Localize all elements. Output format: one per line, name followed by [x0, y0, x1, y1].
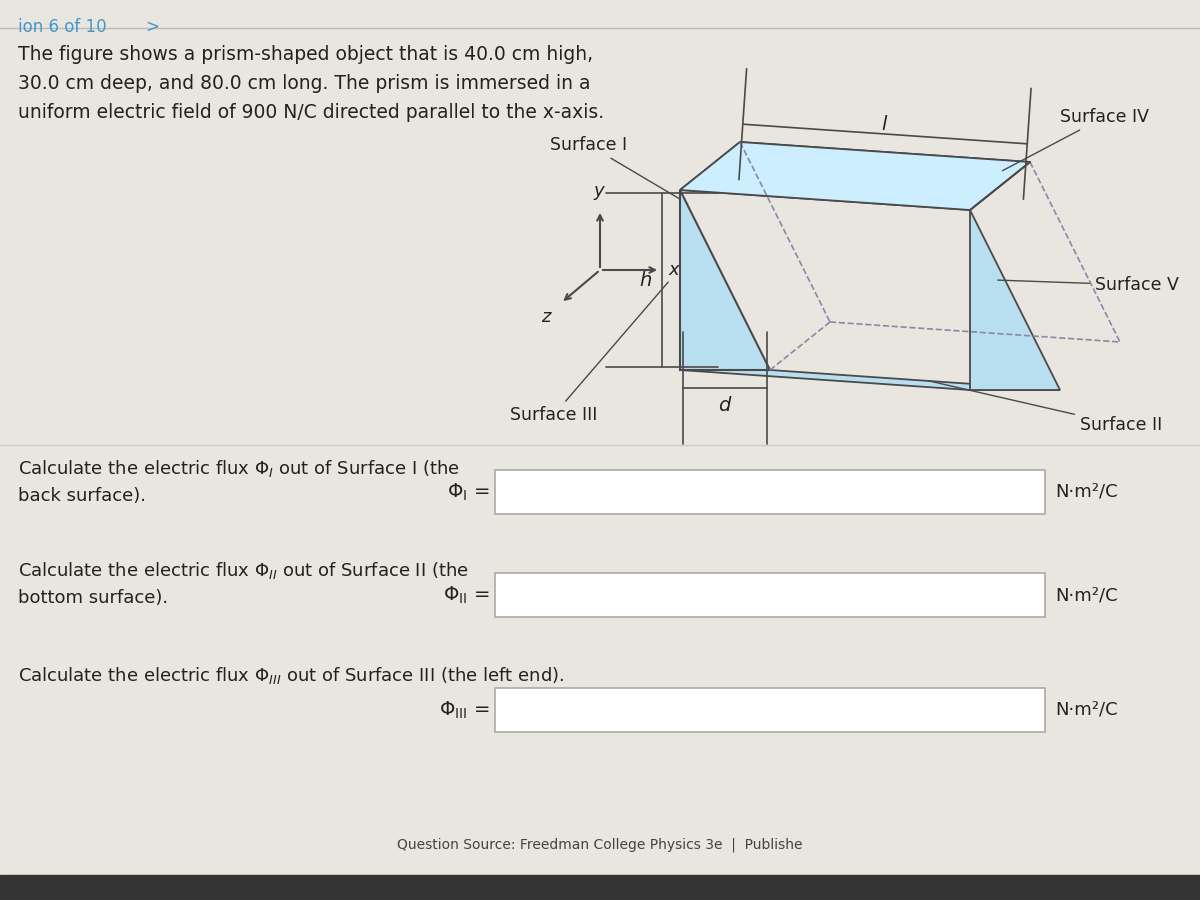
Text: $l$: $l$	[881, 115, 889, 134]
Text: >: >	[145, 18, 158, 36]
Text: uniform electric field of 900 N/C directed parallel to the x-axis.: uniform electric field of 900 N/C direct…	[18, 103, 604, 122]
Text: ion 6 of 10: ion 6 of 10	[18, 18, 107, 36]
Text: $\Phi_{\mathrm{III}}$ =: $\Phi_{\mathrm{III}}$ =	[439, 699, 490, 721]
Text: Surface I: Surface I	[550, 136, 688, 203]
Text: back surface).: back surface).	[18, 487, 146, 505]
Polygon shape	[680, 370, 1060, 390]
Text: The figure shows a prism-shaped object that is 40.0 cm high,: The figure shows a prism-shaped object t…	[18, 45, 593, 64]
Bar	[496, 688, 1045, 732]
Text: Calculate the electric flux $\Phi_{II}$ out of Surface II (the: Calculate the electric flux $\Phi_{II}$ …	[18, 560, 469, 581]
Text: $h$: $h$	[638, 271, 652, 290]
Polygon shape	[680, 142, 1030, 210]
Bar	[496, 470, 1045, 514]
Text: $d$: $d$	[718, 396, 732, 415]
Text: Calculate the electric flux $\Phi_{III}$ out of Surface III (the left end).: Calculate the electric flux $\Phi_{III}$…	[18, 665, 564, 686]
Text: Question Source: Freedman College Physics 3e  |  Publishe: Question Source: Freedman College Physic…	[397, 838, 803, 852]
Polygon shape	[970, 210, 1060, 390]
Text: N·m²/C: N·m²/C	[1055, 701, 1117, 719]
Text: Surface V: Surface V	[997, 276, 1178, 294]
Polygon shape	[680, 142, 1030, 210]
Text: 30.0 cm deep, and 80.0 cm long. The prism is immersed in a: 30.0 cm deep, and 80.0 cm long. The pris…	[18, 74, 590, 93]
Text: $\Phi_{\mathrm{II}}$ =: $\Phi_{\mathrm{II}}$ =	[443, 584, 490, 606]
Polygon shape	[680, 190, 770, 370]
Text: bottom surface).: bottom surface).	[18, 589, 168, 607]
Text: $z$: $z$	[541, 308, 553, 326]
Bar	[496, 573, 1045, 617]
Text: $\Phi_{\mathrm{I}}$ =: $\Phi_{\mathrm{I}}$ =	[448, 482, 490, 502]
Text: Surface IV: Surface IV	[1002, 108, 1150, 171]
Text: Surface III: Surface III	[510, 282, 668, 424]
Text: N·m²/C: N·m²/C	[1055, 483, 1117, 501]
Text: $x$: $x$	[668, 261, 682, 279]
Text: Surface II: Surface II	[928, 381, 1163, 434]
Text: N·m²/C: N·m²/C	[1055, 586, 1117, 604]
Text: $y$: $y$	[593, 184, 607, 202]
Text: Calculate the electric flux $\Phi_I$ out of Surface I (the: Calculate the electric flux $\Phi_I$ out…	[18, 458, 460, 479]
